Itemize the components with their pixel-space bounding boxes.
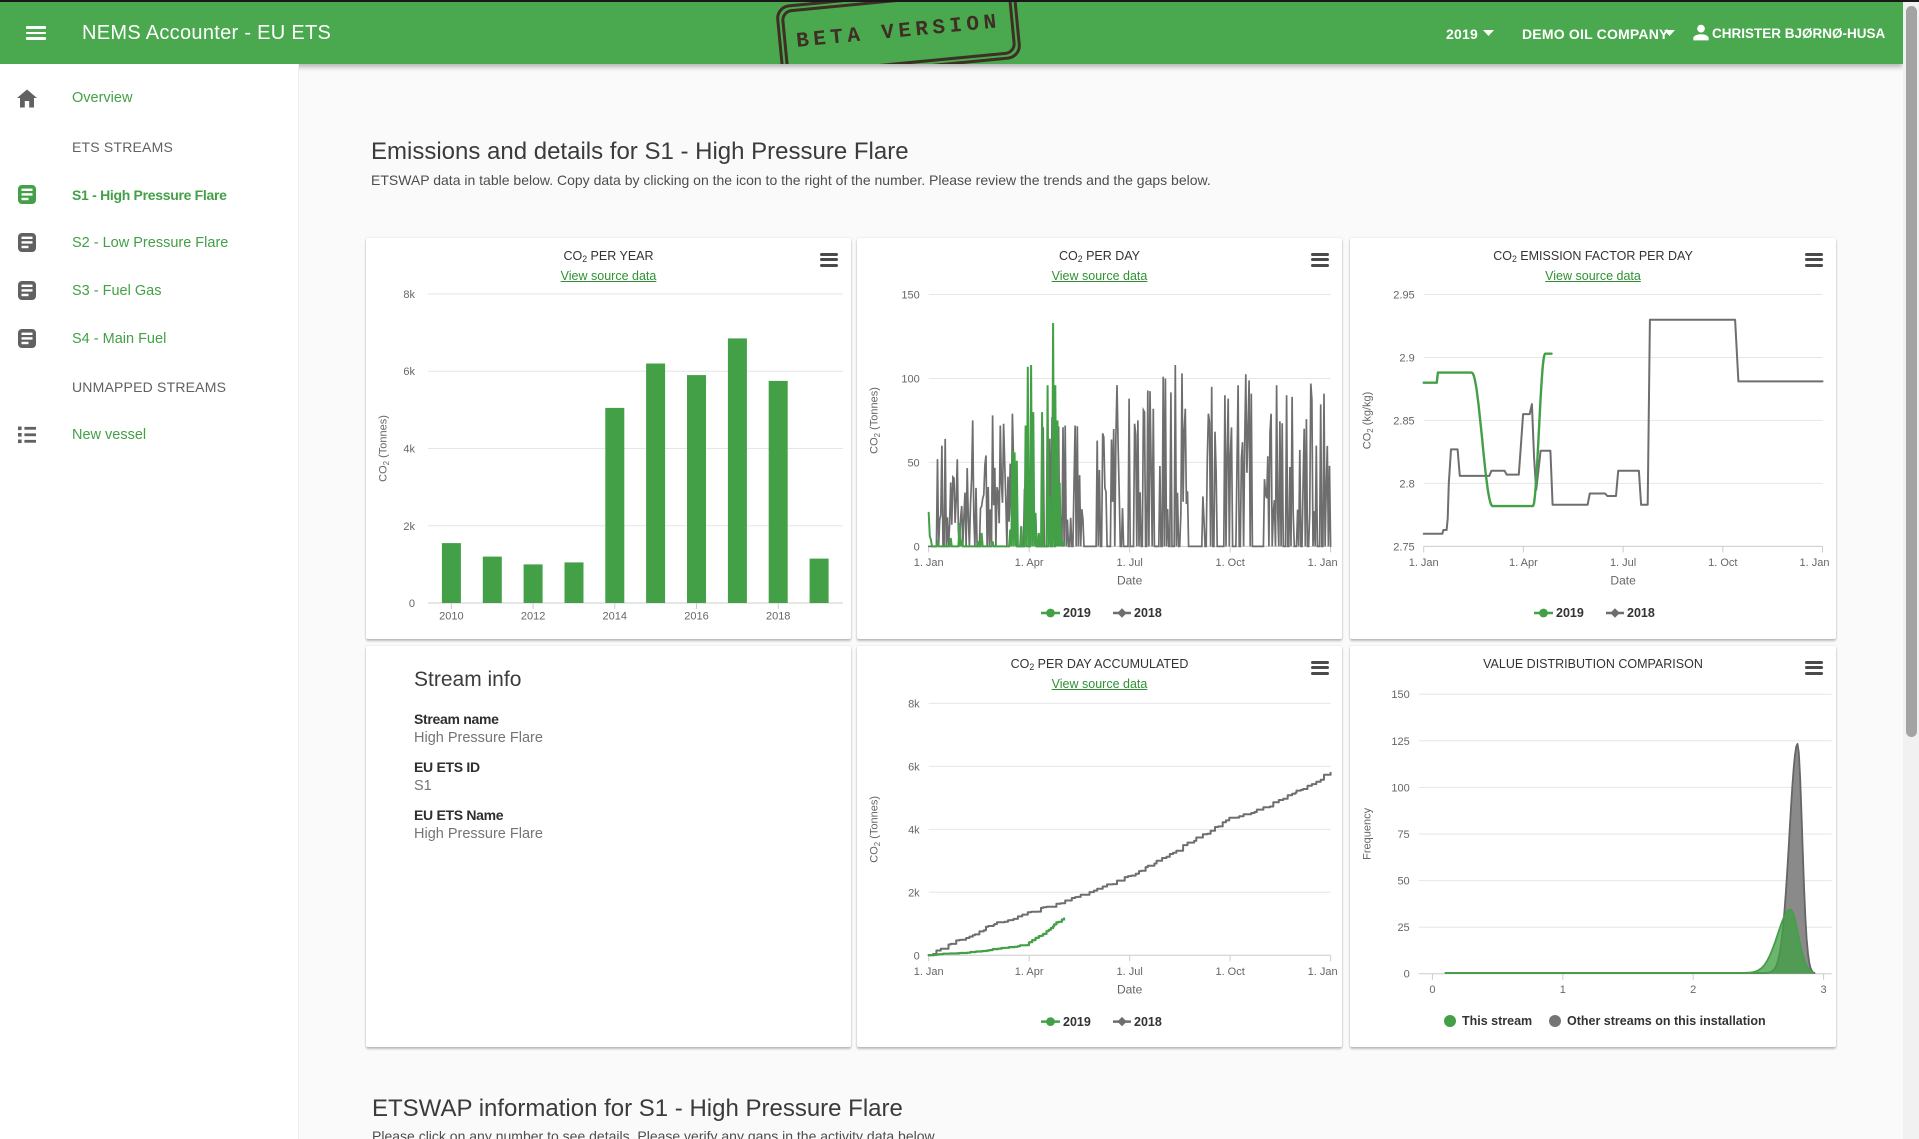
- svg-text:2019: 2019: [1556, 606, 1584, 620]
- svg-text:0: 0: [914, 541, 920, 553]
- svg-text:2.9: 2.9: [1399, 353, 1414, 365]
- svg-text:2018: 2018: [1134, 606, 1162, 620]
- svg-text:4k: 4k: [908, 824, 920, 836]
- svg-text:6k: 6k: [403, 366, 415, 378]
- svg-text:100: 100: [1391, 782, 1409, 794]
- svg-text:2016: 2016: [684, 611, 708, 623]
- svg-text:1. Oct: 1. Oct: [1215, 557, 1244, 569]
- svg-text:1. Oct: 1. Oct: [1708, 557, 1737, 569]
- svg-text:2.75: 2.75: [1393, 541, 1414, 553]
- svg-text:1. Apr: 1. Apr: [1015, 557, 1044, 569]
- svg-text:1. Jul: 1. Jul: [1610, 557, 1636, 569]
- svg-text:Frequency: Frequency: [1362, 807, 1374, 859]
- svg-text:1. Apr: 1. Apr: [1015, 966, 1044, 978]
- svg-text:2.95: 2.95: [1393, 290, 1414, 302]
- svg-text:CO2 (kg/kg): CO2 (kg/kg): [1362, 392, 1376, 450]
- svg-text:1. Jan: 1. Jan: [1409, 557, 1439, 569]
- svg-text:CO2 (Tonnes): CO2 (Tonnes): [869, 796, 883, 863]
- svg-text:0: 0: [409, 598, 415, 610]
- svg-text:150: 150: [901, 290, 919, 302]
- svg-text:CO2 (Tonnes): CO2 (Tonnes): [378, 415, 392, 482]
- svg-text:2018: 2018: [1627, 606, 1655, 620]
- svg-text:1. Jan: 1. Jan: [1800, 557, 1830, 569]
- svg-text:6k: 6k: [908, 761, 920, 773]
- svg-text:150: 150: [1391, 689, 1409, 701]
- svg-text:0: 0: [1429, 984, 1435, 996]
- svg-text:2k: 2k: [908, 887, 920, 899]
- svg-text:CO2 (Tonnes): CO2 (Tonnes): [869, 387, 883, 454]
- svg-text:This stream: This stream: [1462, 1014, 1532, 1028]
- svg-text:2.8: 2.8: [1399, 478, 1414, 490]
- svg-text:4k: 4k: [403, 444, 415, 456]
- svg-text:50: 50: [907, 457, 919, 469]
- svg-text:1. Jan: 1. Jan: [1308, 966, 1338, 978]
- svg-text:Date: Date: [1117, 574, 1143, 588]
- svg-text:8k: 8k: [908, 698, 920, 710]
- svg-text:2012: 2012: [521, 611, 545, 623]
- svg-text:1: 1: [1560, 984, 1566, 996]
- svg-text:2018: 2018: [766, 611, 790, 623]
- svg-text:3: 3: [1821, 984, 1827, 996]
- svg-text:25: 25: [1397, 922, 1409, 934]
- svg-text:1. Jan: 1. Jan: [914, 966, 944, 978]
- svg-text:1. Oct: 1. Oct: [1215, 966, 1244, 978]
- svg-text:1. Apr: 1. Apr: [1509, 557, 1538, 569]
- svg-text:2019: 2019: [1063, 606, 1091, 620]
- svg-text:50: 50: [1397, 876, 1409, 888]
- svg-text:Date: Date: [1117, 982, 1143, 996]
- svg-text:2018: 2018: [1134, 1015, 1162, 1029]
- svg-text:75: 75: [1397, 829, 1409, 841]
- svg-text:2014: 2014: [603, 611, 627, 623]
- svg-text:8k: 8k: [403, 289, 415, 301]
- svg-text:0: 0: [914, 950, 920, 962]
- svg-text:1. Jan: 1. Jan: [914, 557, 944, 569]
- svg-text:1. Jan: 1. Jan: [1308, 557, 1338, 569]
- svg-text:2: 2: [1690, 984, 1696, 996]
- svg-text:Other streams on this installa: Other streams on this installation: [1567, 1014, 1766, 1028]
- svg-text:0: 0: [1404, 969, 1410, 981]
- svg-text:100: 100: [901, 374, 919, 386]
- svg-text:2.85: 2.85: [1393, 415, 1414, 427]
- svg-text:1. Jul: 1. Jul: [1117, 557, 1143, 569]
- svg-text:2010: 2010: [439, 611, 463, 623]
- svg-text:1. Jul: 1. Jul: [1117, 966, 1143, 978]
- svg-text:Date: Date: [1610, 574, 1636, 588]
- svg-text:125: 125: [1391, 736, 1409, 748]
- svg-text:2019: 2019: [1063, 1015, 1091, 1029]
- svg-text:2k: 2k: [403, 521, 415, 533]
